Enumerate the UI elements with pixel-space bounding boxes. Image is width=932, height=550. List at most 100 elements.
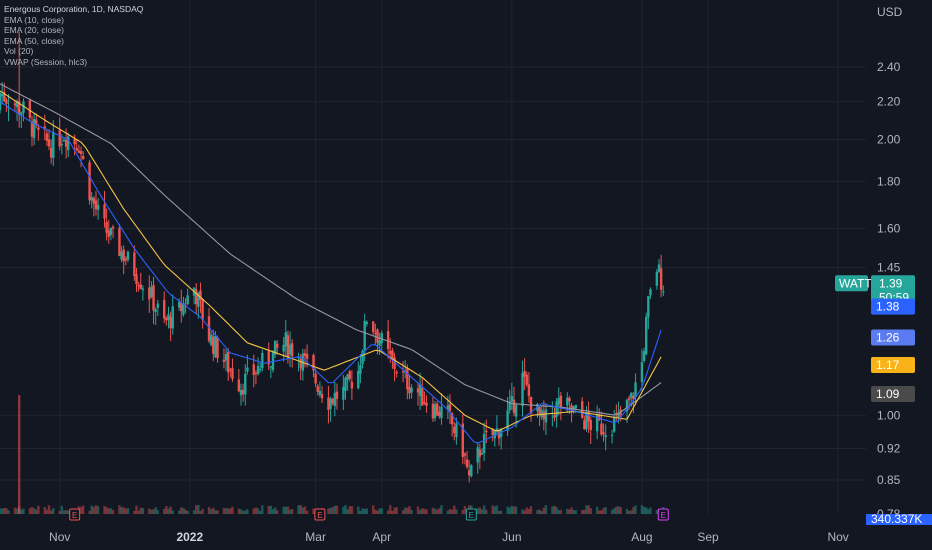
volume-bar [0,508,2,514]
volume-bar [256,508,260,514]
candle-body [365,322,369,324]
volume-bar [386,510,390,514]
volume-bar [553,505,556,514]
volume-bar [363,508,366,514]
candle-body [448,404,452,412]
volume-bar [350,506,354,514]
volume-bar [286,506,290,514]
ema10-line [0,101,662,444]
earnings-marker[interactable] [69,508,81,521]
time-axis[interactable]: Nov 2022 Mar Apr Jun Aug Sep Nov [49,530,849,544]
volume-bar [536,510,539,514]
volume-bar [171,510,174,514]
candle-body [465,459,469,468]
candle-body [602,432,605,435]
legend-ema50[interactable]: EMA (50, close) [4,35,64,46]
volume-bar [525,507,528,514]
candle-body [433,404,437,419]
volume-bar [514,506,518,514]
volume-bar [148,508,151,514]
price-axis[interactable]: USD2.402.202.001.801.601.451.000.920.850… [877,5,903,521]
volume-bar [610,509,614,514]
volume-bar [79,506,83,514]
candle-body [386,331,390,350]
volume-bar [410,509,413,514]
volume-bar [195,505,198,514]
earnings-marker[interactable] [314,508,326,521]
candle-body [480,452,484,455]
candle-body [346,374,349,380]
volume-bar [182,508,185,514]
vwap-tag-text: 1.09 [876,387,900,401]
candle-body [92,197,96,204]
volume-bar [331,507,334,514]
volume-bar [214,510,217,514]
candle-body [224,353,228,361]
volume-bar [5,508,8,514]
volume-bar [540,510,543,514]
candle-body [327,397,330,410]
legend-title[interactable]: Energous Corporation, 1D, NASDAQ [4,4,144,14]
candle-body [418,384,422,397]
x-tick-label: Nov [49,530,70,544]
dividend-marker[interactable] [657,508,669,521]
legend-vwap[interactable]: VWAP (Session, hlc3) [4,56,88,67]
earnings-marker[interactable] [465,508,477,521]
candle-body [299,358,302,369]
candle-body [408,387,411,394]
volume-bar [476,508,479,514]
candle-body [431,403,435,419]
volume-bar [431,507,435,514]
volume-bar [642,506,646,514]
volume-bar [602,507,605,514]
candle-body [585,413,588,429]
candle-body [120,251,123,260]
candle-body [657,264,661,273]
volume-bar [212,507,215,514]
candle-body [156,303,160,308]
candle-body [0,94,4,97]
legend-ema20[interactable]: EMA (20, close) [4,25,64,36]
volume-bar [542,507,546,514]
candle-body [165,317,168,321]
volume-bar [105,507,108,514]
ema10-tag [871,298,915,315]
volume-bar [600,510,603,514]
candle-body [647,296,650,318]
candle-body [256,366,260,375]
legend-volume[interactable]: Vol (20) [4,46,34,57]
candle-body [604,435,607,438]
candle-body [655,271,659,286]
volume-bar [124,508,128,514]
candle-body [67,136,70,151]
candle-body [649,289,652,296]
volume-bar [94,505,98,514]
volume-bar [3,508,6,514]
candle-body [107,230,110,237]
volume-bar [446,510,450,514]
volume-bar [152,509,155,514]
dividend-marker-label: E [661,511,666,520]
candle-body [45,133,49,141]
volume-bar [512,506,516,514]
candle-body [96,204,100,210]
x-tick-label: Sep [697,530,719,544]
candle-body [389,350,392,354]
candle-body [118,228,121,256]
last-price-tag [871,275,915,307]
candle-body [15,101,19,108]
candle-body [348,371,351,379]
candle-body [148,287,151,300]
x-tick-label: Mar [305,530,326,544]
volume-bar [640,505,644,514]
candle-body [613,416,616,432]
candle-body [521,372,524,407]
volume-bar [137,510,140,514]
y-tick-label: 1.45 [877,260,901,274]
volume-bar [133,510,136,514]
volume-bar [551,506,554,514]
legend-ema10[interactable]: EMA (10, close) [4,14,64,25]
